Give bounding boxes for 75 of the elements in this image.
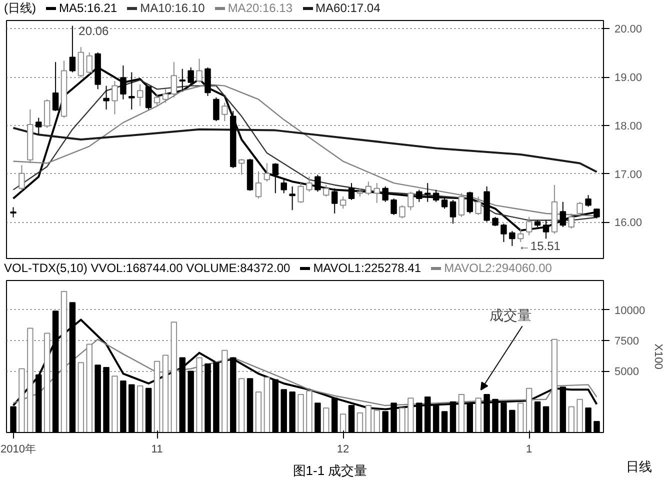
candlestick <box>112 80 118 115</box>
candlestick <box>154 94 160 107</box>
caption: 图1-1 成交量 <box>292 463 368 478</box>
candlestick <box>255 170 262 200</box>
x-tick-label: 2010年 <box>0 444 36 456</box>
candlestick <box>340 196 346 210</box>
y-tick-label: 20.00 <box>614 24 642 36</box>
candlestick <box>213 96 220 122</box>
candlestick <box>264 162 270 182</box>
chart-title: VOL-TDX(5,10) VVOL:168744.00 VOLUME:84372.00 <box>4 261 290 275</box>
candlestick <box>196 58 202 83</box>
y-tick-label: 10000 <box>614 304 646 317</box>
legend-label: MAVOL1:225278.41 <box>313 261 422 275</box>
candlestick <box>526 216 532 236</box>
candlestick <box>432 189 440 202</box>
candlestick <box>10 206 16 218</box>
candlestick <box>162 88 169 104</box>
candlestick <box>416 189 422 202</box>
candlestick <box>382 186 388 202</box>
legend-label: MA20:16.13 <box>228 1 293 15</box>
candlestick <box>289 186 296 211</box>
candlestick <box>466 191 474 214</box>
candlestick <box>238 158 245 176</box>
candlestick <box>399 204 406 219</box>
legend-label: MA10:16.10 <box>140 1 205 15</box>
text: 日线 <box>626 458 652 476</box>
candlestick <box>323 184 330 198</box>
candlestick <box>280 179 287 194</box>
y-tick-label: 7500 <box>614 336 639 348</box>
candlestick <box>331 188 338 214</box>
legend-label: MAVOL2:294060.00 <box>444 261 552 275</box>
candlestick <box>441 198 448 210</box>
candlestick <box>518 228 524 243</box>
y-tick-label: 5000 <box>614 366 639 378</box>
candlestick <box>509 230 516 246</box>
legend-label: MA60:17.04 <box>316 1 380 15</box>
candlestick <box>424 182 431 202</box>
candlestick <box>18 164 25 192</box>
candlestick <box>408 191 414 211</box>
annotation: ←15.51 <box>518 238 561 253</box>
candlestick <box>69 25 76 73</box>
candlestick <box>128 72 135 110</box>
annotation: 20.06 <box>78 24 110 38</box>
candlestick <box>560 201 566 228</box>
candlestick <box>500 223 507 243</box>
candlestick <box>585 194 592 208</box>
candlestick <box>374 182 380 204</box>
candlestick <box>136 84 144 107</box>
legend-label: MA5:16.21 <box>59 1 118 15</box>
candlestick <box>306 176 312 192</box>
candlestick <box>272 162 279 194</box>
candlestick <box>365 181 372 196</box>
x-tick-label: 1 <box>526 444 532 456</box>
x-tick-label: 11 <box>151 444 163 456</box>
y-axis-title: X100 <box>652 344 664 370</box>
candlestick <box>390 198 397 216</box>
candlestick <box>78 46 84 78</box>
y-tick-label: 17.00 <box>614 168 642 181</box>
chart-title: (日线) <box>4 1 36 15</box>
candlestick <box>298 182 304 204</box>
y-tick-label: 16.00 <box>614 217 642 230</box>
annotation: 成交量 <box>489 307 532 324</box>
candlestick <box>103 85 110 110</box>
candlestick <box>314 174 321 192</box>
candlestick <box>348 182 355 200</box>
y-tick-label: 18.00 <box>614 120 642 132</box>
candlestick <box>450 199 456 224</box>
line-series <box>12 126 598 173</box>
x-tick-label: 12 <box>336 444 350 456</box>
y-tick-label: 19.00 <box>614 72 642 84</box>
candlestick <box>36 117 42 136</box>
candlestick <box>492 216 498 227</box>
candlestick <box>86 52 92 75</box>
candlestick <box>145 85 152 110</box>
candlestick <box>222 102 228 122</box>
